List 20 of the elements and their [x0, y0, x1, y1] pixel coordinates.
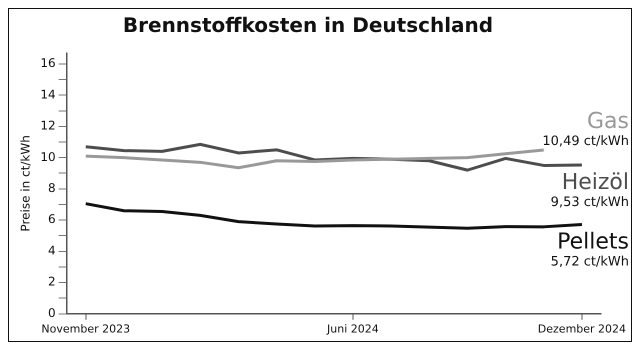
y-axis-title: Preise in ct/kWh — [18, 135, 32, 232]
x-tick-label: November 2023 — [41, 322, 130, 336]
series-label: Heizöl — [562, 170, 629, 195]
x-tick-label: Dezember 2024 — [538, 322, 626, 336]
annotation: 5,72 ct/kWh — [550, 254, 629, 270]
y-tick-label: 2 — [48, 274, 56, 289]
y-tick-label: 0 — [48, 306, 56, 320]
y-tick-label: 10 — [40, 150, 56, 164]
y-tick-label: 6 — [48, 212, 56, 226]
y-tick-label: 12 — [40, 118, 56, 133]
annotation: 9,53 ct/kWh — [550, 194, 629, 210]
y-tick-label: 8 — [48, 180, 56, 195]
x-tick-label: Juni 2024 — [326, 322, 379, 336]
y-tick-label: 16 — [40, 56, 56, 70]
annotation: 10,49 ct/kWh — [542, 134, 629, 149]
series-label: Pellets — [557, 229, 629, 254]
chart-title: Brennstoffkosten in Deutschland — [122, 13, 494, 38]
y-tick-label: 14 — [40, 87, 56, 102]
text: Gas — [587, 108, 629, 134]
y-tick-label: 4 — [48, 243, 56, 258]
